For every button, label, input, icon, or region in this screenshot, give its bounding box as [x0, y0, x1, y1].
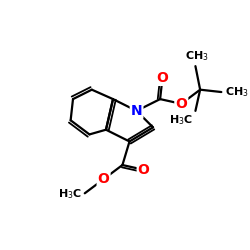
- Text: CH$_3$: CH$_3$: [225, 85, 249, 99]
- Text: O: O: [98, 172, 110, 186]
- Text: N: N: [131, 104, 142, 118]
- Text: O: O: [138, 163, 149, 177]
- Text: H$_3$C: H$_3$C: [58, 188, 82, 201]
- Text: H$_3$C: H$_3$C: [169, 113, 193, 127]
- Text: O: O: [156, 71, 168, 85]
- Text: O: O: [175, 97, 187, 111]
- Text: CH$_3$: CH$_3$: [185, 49, 208, 62]
